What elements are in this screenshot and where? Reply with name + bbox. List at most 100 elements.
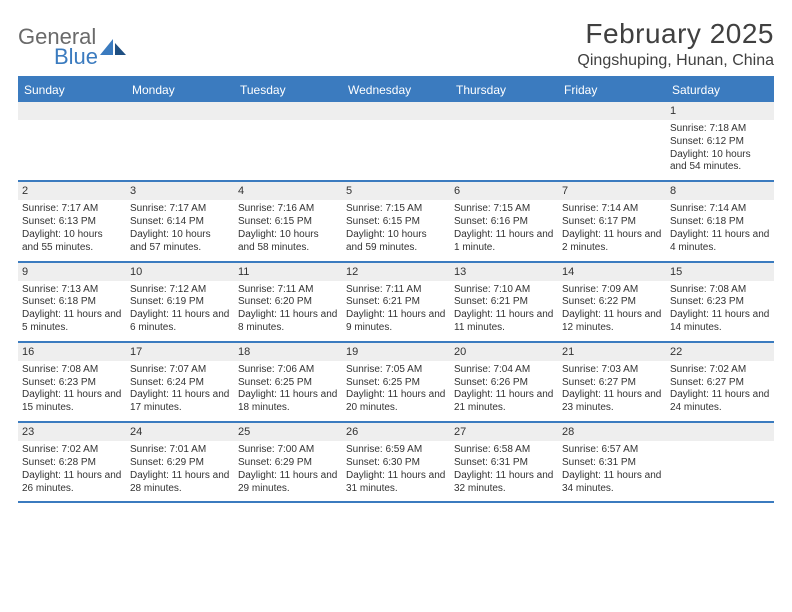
day-number [558,102,666,120]
day-cell: 27Sunrise: 6:58 AMSunset: 6:31 PMDayligh… [450,423,558,501]
day-number: 26 [342,423,450,441]
logo-text-block: General Blue [18,24,98,70]
daylight-text: Daylight: 11 hours and 20 minutes. [346,389,446,415]
daylight-text: Daylight: 11 hours and 17 minutes. [130,389,230,415]
sunrise-text: Sunrise: 7:15 AM [346,203,446,216]
day-cell: 17Sunrise: 7:07 AMSunset: 6:24 PMDayligh… [126,343,234,421]
daylight-text: Daylight: 11 hours and 26 minutes. [22,470,122,496]
week-row: 16Sunrise: 7:08 AMSunset: 6:23 PMDayligh… [18,343,774,423]
day-number [666,423,774,441]
sunset-text: Sunset: 6:29 PM [238,457,338,470]
day-cell [126,102,234,180]
week-row: 1Sunrise: 7:18 AMSunset: 6:12 PMDaylight… [18,102,774,182]
sunrise-text: Sunrise: 7:17 AM [22,203,122,216]
sunset-text: Sunset: 6:13 PM [22,216,122,229]
calendar-page: General Blue February 2025 Qingshuping, … [0,0,792,513]
sunrise-text: Sunrise: 7:09 AM [562,284,662,297]
logo-word2: Blue [54,44,98,70]
sunset-text: Sunset: 6:27 PM [562,377,662,390]
day-cell: 23Sunrise: 7:02 AMSunset: 6:28 PMDayligh… [18,423,126,501]
daylight-text: Daylight: 11 hours and 1 minute. [454,229,554,255]
day-number: 10 [126,263,234,281]
day-cell [558,102,666,180]
day-number: 8 [666,182,774,200]
day-number: 28 [558,423,666,441]
daylight-text: Daylight: 10 hours and 58 minutes. [238,229,338,255]
weekday-header: Saturday [666,78,774,102]
day-number: 4 [234,182,342,200]
day-number [18,102,126,120]
sunset-text: Sunset: 6:26 PM [454,377,554,390]
day-cell: 8Sunrise: 7:14 AMSunset: 6:18 PMDaylight… [666,182,774,260]
day-cell: 20Sunrise: 7:04 AMSunset: 6:26 PMDayligh… [450,343,558,421]
sunset-text: Sunset: 6:20 PM [238,296,338,309]
title-block: February 2025 Qingshuping, Hunan, China [577,18,774,70]
sunset-text: Sunset: 6:25 PM [346,377,446,390]
day-number: 1 [666,102,774,120]
day-number: 5 [342,182,450,200]
sunset-text: Sunset: 6:21 PM [346,296,446,309]
day-number: 3 [126,182,234,200]
day-number: 22 [666,343,774,361]
header: General Blue February 2025 Qingshuping, … [18,18,774,70]
sunset-text: Sunset: 6:29 PM [130,457,230,470]
logo: General Blue [18,18,128,70]
day-number: 20 [450,343,558,361]
weekday-header: Wednesday [342,78,450,102]
sunset-text: Sunset: 6:18 PM [22,296,122,309]
sunrise-text: Sunrise: 7:07 AM [130,364,230,377]
sunrise-text: Sunrise: 7:03 AM [562,364,662,377]
sunrise-text: Sunrise: 7:01 AM [130,444,230,457]
week-row: 23Sunrise: 7:02 AMSunset: 6:28 PMDayligh… [18,423,774,503]
sunrise-text: Sunrise: 7:15 AM [454,203,554,216]
daylight-text: Daylight: 10 hours and 55 minutes. [22,229,122,255]
day-number: 7 [558,182,666,200]
day-cell: 19Sunrise: 7:05 AMSunset: 6:25 PMDayligh… [342,343,450,421]
sunrise-text: Sunrise: 7:05 AM [346,364,446,377]
daylight-text: Daylight: 11 hours and 12 minutes. [562,309,662,335]
sunrise-text: Sunrise: 7:00 AM [238,444,338,457]
daylight-text: Daylight: 11 hours and 23 minutes. [562,389,662,415]
location-subtitle: Qingshuping, Hunan, China [577,52,774,70]
sunset-text: Sunset: 6:15 PM [238,216,338,229]
daylight-text: Daylight: 11 hours and 31 minutes. [346,470,446,496]
day-number: 6 [450,182,558,200]
sunrise-text: Sunrise: 7:10 AM [454,284,554,297]
sunset-text: Sunset: 6:18 PM [670,216,770,229]
sunrise-text: Sunrise: 7:02 AM [670,364,770,377]
day-cell: 15Sunrise: 7:08 AMSunset: 6:23 PMDayligh… [666,263,774,341]
month-title: February 2025 [577,18,774,50]
weekday-header: Thursday [450,78,558,102]
day-number: 16 [18,343,126,361]
sunrise-text: Sunrise: 7:08 AM [22,364,122,377]
day-cell: 11Sunrise: 7:11 AMSunset: 6:20 PMDayligh… [234,263,342,341]
sunrise-text: Sunrise: 7:06 AM [238,364,338,377]
day-cell: 18Sunrise: 7:06 AMSunset: 6:25 PMDayligh… [234,343,342,421]
day-cell: 14Sunrise: 7:09 AMSunset: 6:22 PMDayligh… [558,263,666,341]
sunset-text: Sunset: 6:31 PM [562,457,662,470]
day-cell: 13Sunrise: 7:10 AMSunset: 6:21 PMDayligh… [450,263,558,341]
day-cell [450,102,558,180]
daylight-text: Daylight: 11 hours and 11 minutes. [454,309,554,335]
day-cell: 21Sunrise: 7:03 AMSunset: 6:27 PMDayligh… [558,343,666,421]
day-cell [18,102,126,180]
day-cell: 12Sunrise: 7:11 AMSunset: 6:21 PMDayligh… [342,263,450,341]
daylight-text: Daylight: 10 hours and 59 minutes. [346,229,446,255]
sunset-text: Sunset: 6:28 PM [22,457,122,470]
day-cell: 24Sunrise: 7:01 AMSunset: 6:29 PMDayligh… [126,423,234,501]
day-number: 18 [234,343,342,361]
sunset-text: Sunset: 6:19 PM [130,296,230,309]
sunrise-text: Sunrise: 7:18 AM [670,123,770,136]
day-cell [234,102,342,180]
daylight-text: Daylight: 11 hours and 5 minutes. [22,309,122,335]
day-number [126,102,234,120]
sunset-text: Sunset: 6:22 PM [562,296,662,309]
day-number: 11 [234,263,342,281]
sunrise-text: Sunrise: 6:59 AM [346,444,446,457]
weekday-header: Friday [558,78,666,102]
day-number: 13 [450,263,558,281]
daylight-text: Daylight: 11 hours and 18 minutes. [238,389,338,415]
daylight-text: Daylight: 11 hours and 9 minutes. [346,309,446,335]
daylight-text: Daylight: 11 hours and 14 minutes. [670,309,770,335]
sunrise-text: Sunrise: 7:04 AM [454,364,554,377]
